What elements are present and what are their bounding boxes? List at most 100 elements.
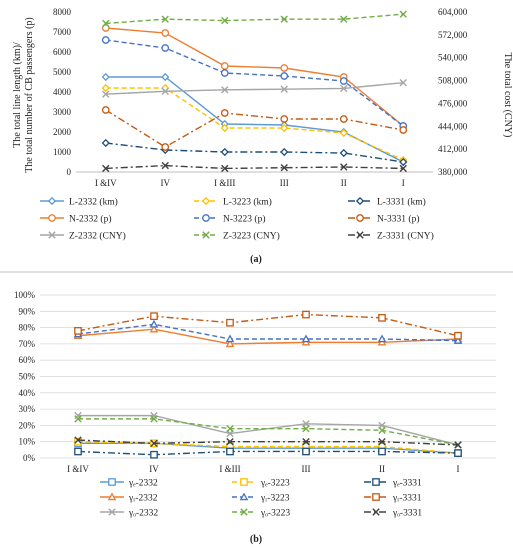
series-path [105,27,404,127]
chart-a-data-point [101,83,110,93]
chart-b-data-point [378,426,386,434]
series-path [105,82,404,95]
series-path [77,313,459,337]
chart-b-data-point [454,331,462,340]
chart-b-series-line [73,319,463,344]
chart-a-caption: (a) [250,254,262,265]
legend-label: Z-3223 (CNY) [223,231,280,242]
chart-b-data-point [150,450,158,459]
chart-b-y-tick-label: 90% [19,306,36,316]
chart-b-x-tick-label: IV [149,464,159,474]
chart-a-x-tick-label: III [280,178,289,188]
chart-b-y-tick-label: 30% [19,404,36,414]
chart-a-data-point [161,143,170,151]
chart-b-data-point [150,411,158,420]
legend-label: N-3331 (p) [377,214,419,225]
chart-a-left-tick-label: 1000 [53,147,72,157]
chart-a-data-point [161,72,170,82]
chart-b-y-tick-label: 60% [19,355,36,365]
chart-b-x-tick-label: II [379,464,385,474]
chart-b-series-line [73,324,463,348]
legend-marker [202,214,210,222]
chart-a-legend-item: L-3223 (km) [194,197,272,208]
chart-b-data-point [226,447,234,456]
chart-b-data-point [150,439,158,448]
series-path [78,414,459,446]
chart-b-legend-item: γₑ-3223 [232,478,290,489]
chart-a-series-line [102,79,407,98]
legend-marker [107,492,117,501]
chart-a-legend-item: N-2332 (p) [40,214,111,225]
chart-b-data-point [226,438,234,446]
chart-b-data-point [226,318,234,327]
chart-a-ylabel-left-line2: The total number of CB passengers (p) [24,17,35,173]
legend-marker [372,478,380,486]
chart-a: 0 1000 2000 3000 4000 5000 6000 7000 8000 380,00… [0,0,513,268]
chart-a-data-point [399,79,407,87]
chart-a-legend: L-2332 (km) L-3223 (km) L-3331 (km) N-2332 … [40,197,434,242]
chart-a-data-point [399,10,407,18]
chart-b-y-tick-label: 100% [14,290,36,300]
chart-b-y-tick-label: 70% [19,339,36,349]
chart-b-data-point [378,313,386,322]
chart-b-y-tick-label: 0% [23,453,36,463]
series-path [77,328,459,345]
chart-a-right-tick-label: 572,000 [438,30,468,40]
chart-a-left-tick-label: 0 [67,167,72,177]
chart-a-data-point [101,72,110,82]
chart-a-data-point [221,86,229,94]
legend-marker [202,231,210,239]
chart-a-legend-item: Z-3223 (CNY) [194,231,280,242]
legend-label: N-2332 (p) [69,214,111,225]
legend-label: γₒ-2332 [128,509,158,519]
chart-a-data-point [280,115,289,123]
chart-b-data-point [226,424,234,433]
chart-b-data-point [453,336,463,344]
legend-label: γᵣ-3223 [260,494,290,504]
chart-b-y-tick-label: 40% [19,388,36,398]
chart-b-series-line [74,310,462,340]
chart-b-series-line [74,437,462,457]
chart-a-left-tick-label: 6000 [53,47,72,57]
series-path [77,450,459,456]
chart-b-legend-item: γₒ-2332 [100,508,158,519]
chart-b-data-point [74,411,82,420]
chart-a-data-point [399,126,408,134]
series-path [105,76,404,163]
series-path [105,39,404,127]
legend-label: γₒ-3223 [260,509,290,519]
chart-b-series [73,310,463,459]
chart-a-x-tick-label: I &IV [95,178,117,188]
legend-label: γₒ-3331 [392,509,422,519]
chart-a-data-point [399,164,407,173]
chart-a-right-ticks: 380,000 412,000 444,000 476,000 508,000 540,0… [438,7,468,177]
chart-b-data-point [74,415,82,423]
series-path [77,441,459,454]
chart-b-y-tick-label: 10% [19,437,36,447]
chart-a-data-point [101,106,110,114]
chart-a-data-point [220,147,229,157]
series-path [77,323,459,342]
chart-a-x-tick-label: II [341,178,347,188]
chart-a-data-point [340,15,348,23]
chart-b-data-point [74,436,82,444]
series-path [105,164,404,170]
chart-b-series-line [74,436,462,449]
chart-b-legend: γₑ-2332 γₑ-3223 γₑ-3331 γᵣ-2332 γᵣ-3223 γᵣ-33… [100,478,422,519]
chart-a-data-point [161,29,170,37]
chart-a-x-tick-label: I &III [214,178,235,188]
series-path [105,109,404,148]
chart-a-legend-item: L-2332 (km) [40,197,118,208]
legend-marker [356,231,364,239]
chart-b-legend-item: γᵣ-2332 [100,492,158,504]
chart-a-right-tick-label: 412,000 [438,144,468,154]
chart-a-series-line [102,161,407,173]
chart-a-data-point [161,87,169,95]
legend-marker [240,508,248,516]
chart-a-data-point [220,62,229,70]
legend-label: L-3331 (km) [377,197,426,208]
chart-a-left-tick-label: 3000 [53,107,72,117]
chart-b-data-point [301,334,311,343]
legend-label: γᵣ-2332 [128,494,158,504]
